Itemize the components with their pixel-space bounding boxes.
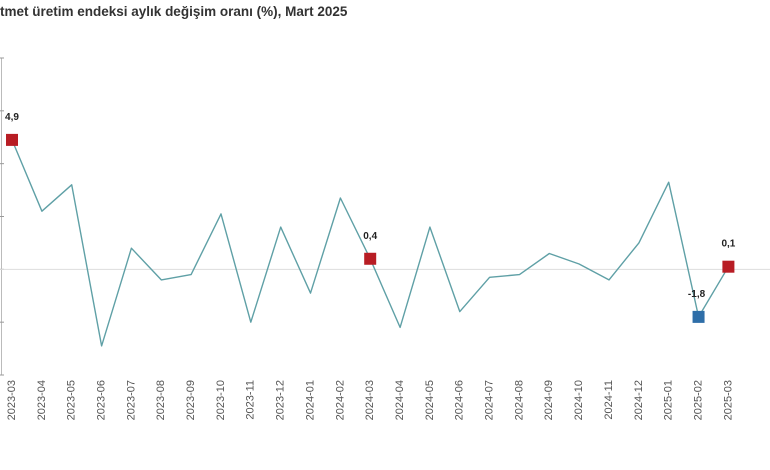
x-tick-label: 2024-04 [394, 380, 406, 420]
x-tick-label: 2025-02 [692, 380, 704, 420]
x-tick-label: 2024-12 [633, 380, 645, 420]
x-tick-label: 2024-02 [334, 380, 346, 420]
x-tick-label: 2024-08 [513, 380, 525, 420]
data-label: 0,4 [363, 231, 377, 242]
data-label: 0,1 [721, 239, 735, 250]
chart-title: tmet üretim endeksi aylık değişim oranı … [0, 4, 348, 19]
highlight-marker [364, 252, 377, 265]
x-tick-label: 2023-07 [125, 380, 137, 420]
highlight-marker [6, 133, 18, 146]
highlight-marker [692, 310, 705, 323]
series-line [11, 139, 730, 347]
x-tick-label: 2023-03 [6, 380, 18, 420]
data-label: 4,9 [5, 112, 19, 123]
x-tick-label: 2024-11 [603, 380, 615, 420]
x-tick-label: 2023-11 [245, 380, 257, 420]
data-label: -1,8 [688, 289, 706, 300]
x-tick-label: 2023-09 [185, 380, 197, 420]
x-tick-label: 2024-06 [454, 380, 466, 420]
x-tick-label: 2024-03 [364, 380, 376, 420]
x-tick-label: 2024-09 [543, 380, 555, 420]
x-tick-label: 2023-08 [155, 380, 167, 420]
x-tick-label: 2024-10 [573, 380, 585, 420]
x-tick-label: 2025-03 [722, 380, 734, 420]
highlight-marker [722, 260, 735, 273]
x-tick-label: 2025-01 [663, 380, 675, 420]
x-tick-label: 2024-05 [424, 380, 436, 420]
axis-layer: 2023-03 2023-04 2023-05 2023-06 2023-07 2023-… [0, 57, 770, 420]
x-tick-label: 2023-10 [215, 380, 227, 420]
x-tick-label: 2023-05 [66, 380, 78, 420]
series-layer [11, 139, 730, 347]
x-tick-label: 2023-06 [95, 380, 107, 420]
marker-layer [6, 133, 735, 323]
x-tick-label: 2024-07 [484, 380, 496, 420]
x-tick-label: 2023-04 [36, 380, 48, 420]
x-tick-label: 2023-12 [275, 380, 287, 420]
x-tick-label: 2024-01 [304, 380, 316, 420]
label-layer: 4,9 0,4 -1,8 0,1 [5, 112, 736, 300]
